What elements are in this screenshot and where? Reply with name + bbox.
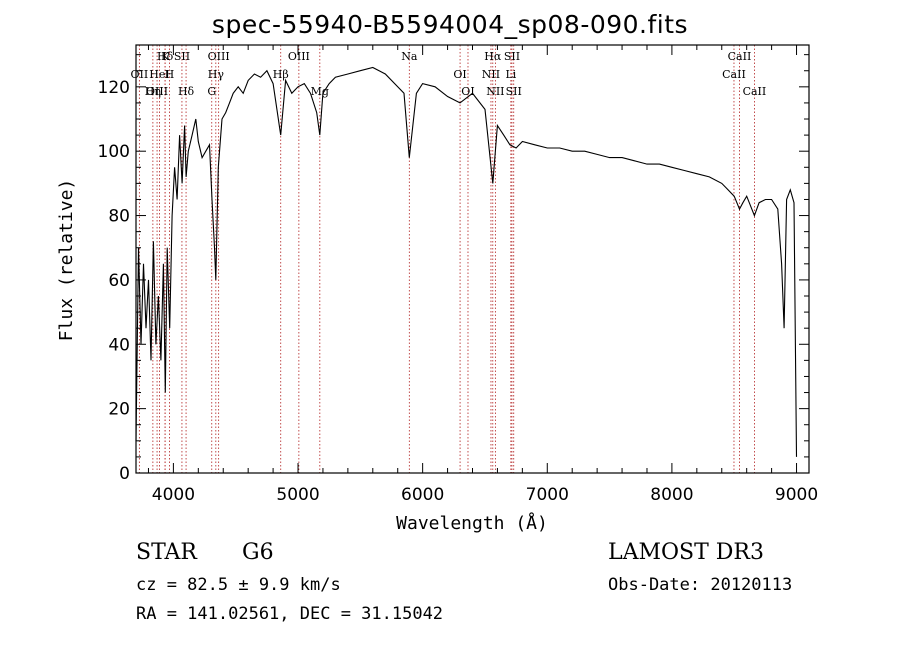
spectrum-line bbox=[135, 66, 798, 457]
x-tick-label-3: 7000 bbox=[526, 485, 569, 505]
line-label-0: Hδ bbox=[157, 50, 174, 63]
observation-date: Obs-Date: 20120113 bbox=[608, 575, 793, 595]
line-label-16: OI bbox=[453, 68, 466, 81]
redshift-value: cz = 82.5 ± 9.9 km/s bbox=[136, 575, 341, 595]
line-label-11: G bbox=[207, 85, 216, 98]
line-label-13: Hβ bbox=[273, 68, 289, 81]
y-axis-ticks: 0 20 40 60 80 100 120 bbox=[98, 54, 809, 484]
line-label-14: Mg bbox=[311, 85, 329, 98]
line-label-21: SII bbox=[504, 50, 520, 63]
line-label-15: Na bbox=[401, 50, 418, 63]
line-label-1: OII bbox=[131, 68, 149, 81]
line-label-24: CaII bbox=[728, 50, 752, 63]
line-label-17: OI bbox=[461, 85, 474, 98]
line-label-8: Hδ bbox=[178, 85, 195, 98]
line-label-10: Hγ bbox=[208, 68, 225, 81]
coordinates: RA = 141.02561, DEC = 31.15042 bbox=[136, 604, 444, 624]
line-label-23: SII bbox=[506, 85, 522, 98]
x-axis-label: Wavelength (Å) bbox=[396, 512, 548, 534]
line-label-3: K bbox=[161, 50, 170, 63]
object-class: STAR bbox=[136, 540, 197, 565]
y-tick-label-3: 60 bbox=[108, 271, 130, 291]
line-label-22: Li bbox=[505, 68, 516, 81]
line-label-4: HeI bbox=[149, 68, 169, 81]
emission-line-markers bbox=[138, 45, 755, 473]
line-label-9: OIII bbox=[208, 50, 230, 63]
plot-frame bbox=[135, 44, 810, 474]
y-axis-label: Flux (relative) bbox=[56, 179, 77, 342]
x-tick-label-0: 4000 bbox=[152, 485, 195, 505]
line-label-6: SII bbox=[174, 50, 190, 63]
x-tick-label-4: 8000 bbox=[650, 485, 693, 505]
line-label-12: OIII bbox=[288, 50, 310, 63]
y-tick-label-2: 40 bbox=[108, 335, 130, 355]
y-tick-label-1: 20 bbox=[108, 400, 130, 420]
line-label-19: NII bbox=[482, 68, 500, 81]
x-tick-label-2: 6000 bbox=[401, 485, 444, 505]
line-label-26: CaII bbox=[743, 85, 767, 98]
x-tick-label-1: 5000 bbox=[276, 485, 319, 505]
line-label-18: Hα bbox=[484, 50, 502, 63]
y-tick-label-6: 120 bbox=[98, 78, 130, 98]
emission-line-labels: HδOIIOIIIKHeIHηSIIHHδOIIIHγGOIIIHβMgNaOI… bbox=[131, 50, 767, 98]
y-tick-label-5: 100 bbox=[98, 142, 130, 162]
line-label-2: OIII bbox=[146, 85, 168, 98]
line-label-7: H bbox=[165, 68, 175, 81]
object-subclass: G6 bbox=[242, 540, 274, 565]
chart-title: spec-55940-B5594004_sp08-090.fits bbox=[211, 10, 689, 39]
line-label-20: NII bbox=[486, 85, 504, 98]
x-tick-label-5: 9000 bbox=[775, 485, 818, 505]
x-axis-ticks: 4000 5000 6000 7000 8000 9000 bbox=[147, 45, 818, 505]
line-label-5: Hη bbox=[145, 85, 161, 98]
line-label-25: CaII bbox=[722, 68, 746, 81]
survey-name: LAMOST DR3 bbox=[608, 540, 764, 565]
y-tick-label-4: 80 bbox=[108, 207, 130, 227]
y-tick-label-0: 0 bbox=[119, 464, 130, 484]
